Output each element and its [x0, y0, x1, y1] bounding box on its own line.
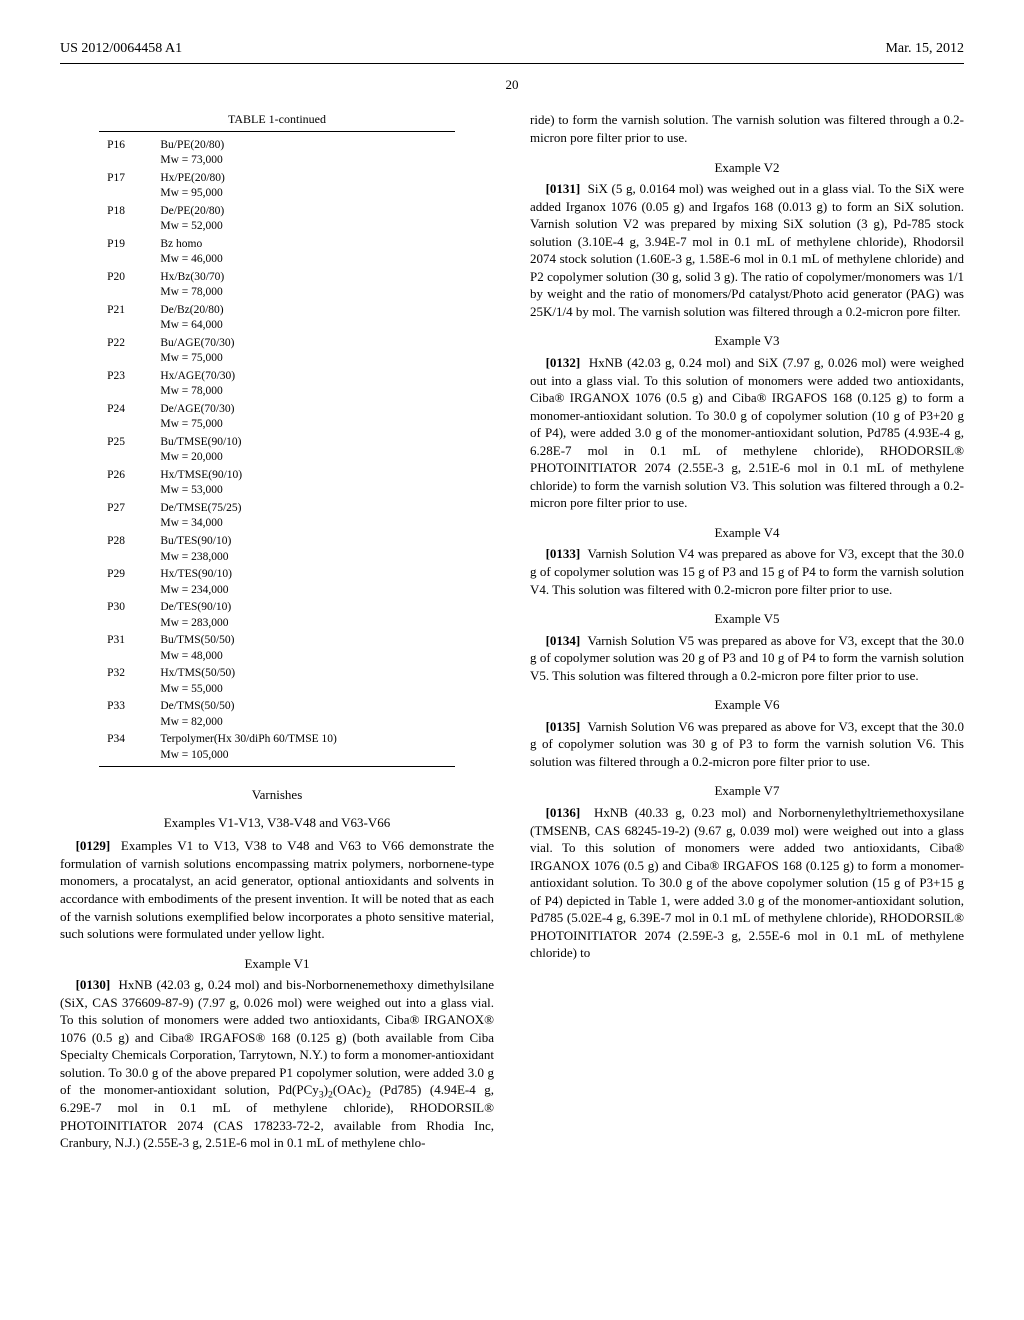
table-row: P31Bu/TMS(50/50) — [99, 631, 455, 649]
para-num: [0132] — [546, 355, 581, 370]
paragraph-0136: [0136] HxNB (40.33 g, 0.23 mol) and Norb… — [530, 804, 964, 962]
paragraph-0131: [0131] SiX (5 g, 0.0164 mol) was weighed… — [530, 180, 964, 320]
table-row: Mw = 20,000 — [99, 450, 455, 466]
section-varnishes: Varnishes — [60, 786, 494, 804]
table-row: P20Hx/Bz(30/70) — [99, 268, 455, 286]
table-row: P29Hx/TES(90/10) — [99, 565, 455, 583]
table-row: P32Hx/TMS(50/50) — [99, 664, 455, 682]
paragraph-0133: [0133] Varnish Solution V4 was prepared … — [530, 545, 964, 598]
paragraph-0134: [0134] Varnish Solution V5 was prepared … — [530, 632, 964, 685]
table-row: Mw = 48,000 — [99, 649, 455, 665]
example-v5-heading: Example V5 — [530, 610, 964, 628]
table-row: P27De/TMSE(75/25) — [99, 499, 455, 517]
table-row: P22Bu/AGE(70/30) — [99, 334, 455, 352]
publication-number: US 2012/0064458 A1 — [60, 40, 182, 59]
para-num: [0131] — [546, 181, 581, 196]
para-text: Examples V1 to V13, V38 to V48 and V63 t… — [60, 838, 494, 941]
left-column: TABLE 1-continued P16Bu/PE(20/80) Mw = 7… — [60, 111, 494, 1155]
example-v3-heading: Example V3 — [530, 332, 964, 350]
table-row: Mw = 75,000 — [99, 417, 455, 433]
para-text: HxNB (42.03 g, 0.24 mol) and SiX (7.97 g… — [530, 355, 964, 510]
table-row: P24De/AGE(70/30) — [99, 400, 455, 418]
table-row: P17Hx/PE(20/80) — [99, 169, 455, 187]
paragraph-0130: [0130] HxNB (42.03 g, 0.24 mol) and bis-… — [60, 976, 494, 1151]
table-row: Mw = 95,000 — [99, 186, 455, 202]
para-num: [0130] — [76, 977, 111, 992]
para-num: [0135] — [546, 719, 581, 734]
right-column: ride) to form the varnish solution. The … — [530, 111, 964, 1155]
table-row: Mw = 73,000 — [99, 153, 455, 169]
paragraph-0130-carry: ride) to form the varnish solution. The … — [530, 111, 964, 146]
table-row: P19Bz homo — [99, 235, 455, 253]
example-v6-heading: Example V6 — [530, 696, 964, 714]
para-text: Varnish Solution V5 was prepared as abov… — [530, 633, 964, 683]
para-text: Varnish Solution V4 was prepared as abov… — [530, 546, 964, 596]
para-num: [0129] — [76, 838, 111, 853]
table-row: Mw = 52,000 — [99, 219, 455, 235]
publication-date: Mar. 15, 2012 — [885, 40, 964, 59]
table-row: P16Bu/PE(20/80) — [99, 136, 455, 154]
table-row: Mw = 82,000 — [99, 715, 455, 731]
table-row: P25Bu/TMSE(90/10) — [99, 433, 455, 451]
table-row: Mw = 78,000 — [99, 285, 455, 301]
table-row: P23Hx/AGE(70/30) — [99, 367, 455, 385]
paragraph-0132: [0132] HxNB (42.03 g, 0.24 mol) and SiX … — [530, 354, 964, 512]
table-row: P33De/TMS(50/50) — [99, 697, 455, 715]
table-row: P30De/TES(90/10) — [99, 598, 455, 616]
table-row: Mw = 105,000 — [99, 748, 455, 764]
table-row: P26Hx/TMSE(90/10) — [99, 466, 455, 484]
example-v2-heading: Example V2 — [530, 159, 964, 177]
example-v1-heading: Example V1 — [60, 955, 494, 973]
example-v4-heading: Example V4 — [530, 524, 964, 542]
para-num: [0136] — [546, 805, 581, 820]
table-row: Mw = 238,000 — [99, 550, 455, 566]
table-caption: TABLE 1-continued — [99, 111, 455, 127]
para-text: Varnish Solution V6 was prepared as abov… — [530, 719, 964, 769]
paragraph-0129: [0129] Examples V1 to V13, V38 to V48 an… — [60, 837, 494, 942]
table-row: Mw = 283,000 — [99, 616, 455, 632]
table-row: P21De/Bz(20/80) — [99, 301, 455, 319]
table-row: P18De/PE(20/80) — [99, 202, 455, 220]
paragraph-0135: [0135] Varnish Solution V6 was prepared … — [530, 718, 964, 771]
para-num: [0134] — [546, 633, 581, 648]
table-row: Mw = 78,000 — [99, 384, 455, 400]
examples-range-heading: Examples V1-V13, V38-V48 and V63-V66 — [60, 814, 494, 832]
table-row: P34Terpolymer(Hx 30/diPh 60/TMSE 10) — [99, 730, 455, 748]
table-row: Mw = 55,000 — [99, 682, 455, 698]
table-row: Mw = 53,000 — [99, 483, 455, 499]
table-row: Mw = 75,000 — [99, 351, 455, 367]
table-row: Mw = 34,000 — [99, 516, 455, 532]
table-row: Mw = 64,000 — [99, 318, 455, 334]
table-row: P28Bu/TES(90/10) — [99, 532, 455, 550]
para-text: HxNB (40.33 g, 0.23 mol) and Norbornenyl… — [530, 805, 964, 960]
table-1-continued: TABLE 1-continued P16Bu/PE(20/80) Mw = 7… — [99, 111, 455, 768]
page-number: 20 — [60, 76, 964, 94]
para-text: SiX (5 g, 0.0164 mol) was weighed out in… — [530, 181, 964, 319]
page-header: US 2012/0064458 A1 Mar. 15, 2012 — [60, 40, 964, 59]
header-rule — [60, 63, 964, 64]
example-v7-heading: Example V7 — [530, 782, 964, 800]
table-row: Mw = 46,000 — [99, 252, 455, 268]
table-row: Mw = 234,000 — [99, 583, 455, 599]
para-num: [0133] — [546, 546, 581, 561]
